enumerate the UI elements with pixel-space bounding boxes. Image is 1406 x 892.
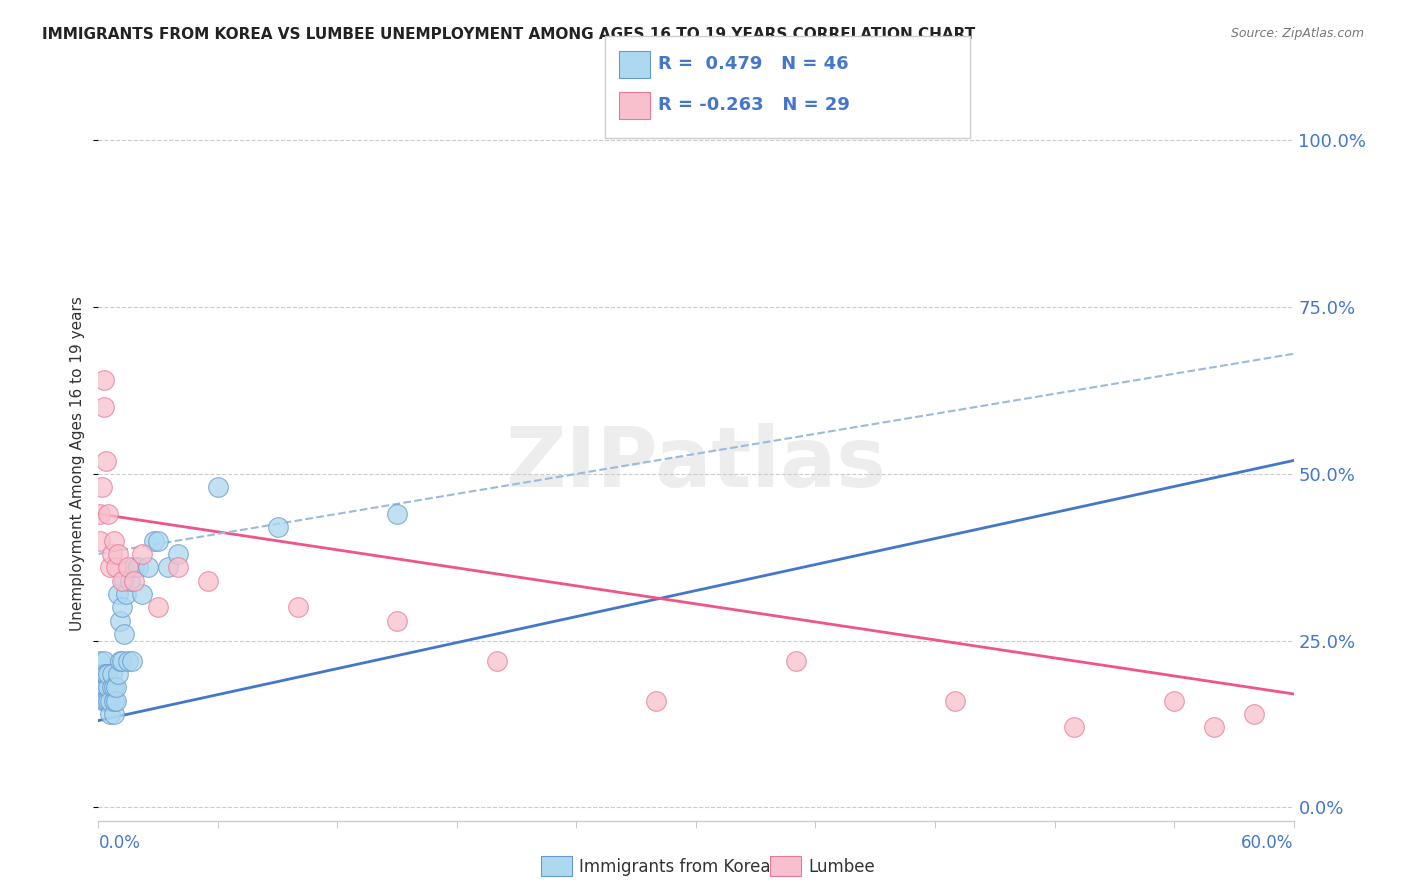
- Text: Source: ZipAtlas.com: Source: ZipAtlas.com: [1230, 27, 1364, 40]
- Point: [112, 574, 135, 588]
- Point: [97, 667, 120, 681]
- Text: Immigrants from Korea: Immigrants from Korea: [579, 858, 770, 876]
- Text: IMMIGRANTS FROM KOREA VS LUMBEE UNEMPLOYMENT AMONG AGES 16 TO 19 YEARS CORRELATI: IMMIGRANTS FROM KOREA VS LUMBEE UNEMPLOY…: [42, 27, 976, 42]
- Point: [385, 614, 409, 628]
- Point: [167, 560, 190, 574]
- Point: [117, 560, 139, 574]
- Point: [97, 693, 120, 707]
- Text: Lumbee: Lumbee: [808, 858, 875, 876]
- Text: 0.0%: 0.0%: [98, 834, 141, 852]
- Point: [120, 574, 142, 588]
- Point: [127, 560, 149, 574]
- Text: ZIPatlas: ZIPatlas: [506, 424, 886, 504]
- Point: [157, 560, 180, 574]
- Point: [105, 560, 128, 574]
- Point: [97, 507, 120, 521]
- Point: [107, 667, 129, 681]
- Point: [110, 614, 132, 628]
- Point: [103, 533, 125, 548]
- Point: [89, 654, 111, 668]
- Point: [121, 654, 143, 668]
- Point: [111, 600, 134, 615]
- Point: [136, 560, 159, 574]
- Point: [91, 480, 114, 494]
- Point: [96, 667, 118, 681]
- Point: [100, 693, 122, 707]
- Point: [112, 627, 135, 641]
- Text: R = -0.263   N = 29: R = -0.263 N = 29: [658, 96, 849, 114]
- Point: [96, 453, 118, 467]
- Point: [645, 693, 668, 707]
- Point: [131, 547, 153, 561]
- Point: [197, 574, 219, 588]
- Point: [124, 560, 146, 574]
- Point: [89, 533, 111, 548]
- Point: [89, 680, 111, 694]
- Point: [101, 547, 124, 561]
- Point: [385, 507, 409, 521]
- Y-axis label: Unemployment Among Ages 16 to 19 years: Unemployment Among Ages 16 to 19 years: [70, 296, 86, 632]
- Point: [101, 680, 124, 694]
- Point: [93, 667, 115, 681]
- Point: [943, 693, 966, 707]
- Point: [287, 600, 309, 615]
- Point: [107, 547, 129, 561]
- Point: [167, 547, 190, 561]
- Point: [97, 680, 120, 694]
- Point: [1202, 720, 1225, 734]
- Point: [96, 693, 118, 707]
- Point: [111, 574, 134, 588]
- Point: [1063, 720, 1085, 734]
- Point: [103, 706, 125, 721]
- Point: [93, 374, 115, 388]
- Point: [107, 587, 129, 601]
- Point: [111, 654, 134, 668]
- Point: [101, 667, 124, 681]
- Point: [785, 654, 807, 668]
- Point: [103, 680, 125, 694]
- Point: [1243, 706, 1265, 721]
- Point: [100, 560, 122, 574]
- Point: [93, 654, 115, 668]
- Point: [485, 654, 508, 668]
- Point: [115, 587, 138, 601]
- Point: [267, 520, 290, 534]
- Point: [110, 654, 132, 668]
- Point: [143, 533, 166, 548]
- Point: [103, 693, 125, 707]
- Text: 60.0%: 60.0%: [1241, 834, 1294, 852]
- Point: [93, 400, 115, 414]
- Point: [148, 600, 170, 615]
- Point: [207, 480, 229, 494]
- Point: [124, 574, 146, 588]
- Point: [91, 680, 114, 694]
- Point: [1163, 693, 1185, 707]
- Point: [105, 680, 128, 694]
- Point: [117, 654, 139, 668]
- Point: [91, 667, 114, 681]
- Point: [96, 667, 118, 681]
- Point: [100, 706, 122, 721]
- Point: [148, 533, 170, 548]
- Point: [89, 507, 111, 521]
- Text: R =  0.479   N = 46: R = 0.479 N = 46: [658, 55, 849, 73]
- Point: [96, 680, 118, 694]
- Point: [93, 693, 115, 707]
- Point: [105, 693, 128, 707]
- Point: [131, 587, 153, 601]
